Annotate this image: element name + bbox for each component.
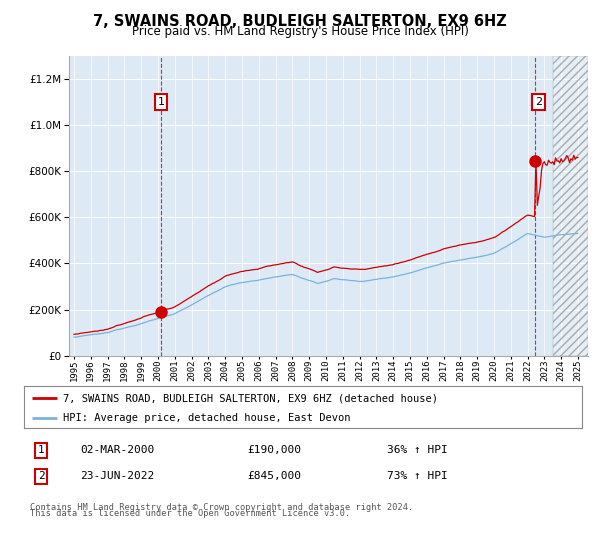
Bar: [553, 56, 588, 356]
Text: 1: 1: [38, 445, 45, 455]
Text: 02-MAR-2000: 02-MAR-2000: [80, 445, 154, 455]
Bar: [553, 56, 588, 356]
Text: 36% ↑ HPI: 36% ↑ HPI: [387, 445, 448, 455]
Text: 2: 2: [38, 472, 45, 482]
Text: 23-JUN-2022: 23-JUN-2022: [80, 472, 154, 482]
Text: Contains HM Land Registry data © Crown copyright and database right 2024.: Contains HM Land Registry data © Crown c…: [29, 503, 413, 512]
Text: 7, SWAINS ROAD, BUDLEIGH SALTERTON, EX9 6HZ (detached house): 7, SWAINS ROAD, BUDLEIGH SALTERTON, EX9 …: [63, 393, 438, 403]
Text: 7, SWAINS ROAD, BUDLEIGH SALTERTON, EX9 6HZ: 7, SWAINS ROAD, BUDLEIGH SALTERTON, EX9 …: [93, 14, 507, 29]
Text: This data is licensed under the Open Government Licence v3.0.: This data is licensed under the Open Gov…: [29, 509, 350, 518]
Text: 73% ↑ HPI: 73% ↑ HPI: [387, 472, 448, 482]
Text: HPI: Average price, detached house, East Devon: HPI: Average price, detached house, East…: [63, 413, 350, 423]
Text: £845,000: £845,000: [247, 472, 301, 482]
Text: £190,000: £190,000: [247, 445, 301, 455]
Text: 2: 2: [535, 97, 542, 107]
Text: Price paid vs. HM Land Registry's House Price Index (HPI): Price paid vs. HM Land Registry's House …: [131, 25, 469, 38]
Text: 1: 1: [157, 97, 164, 107]
